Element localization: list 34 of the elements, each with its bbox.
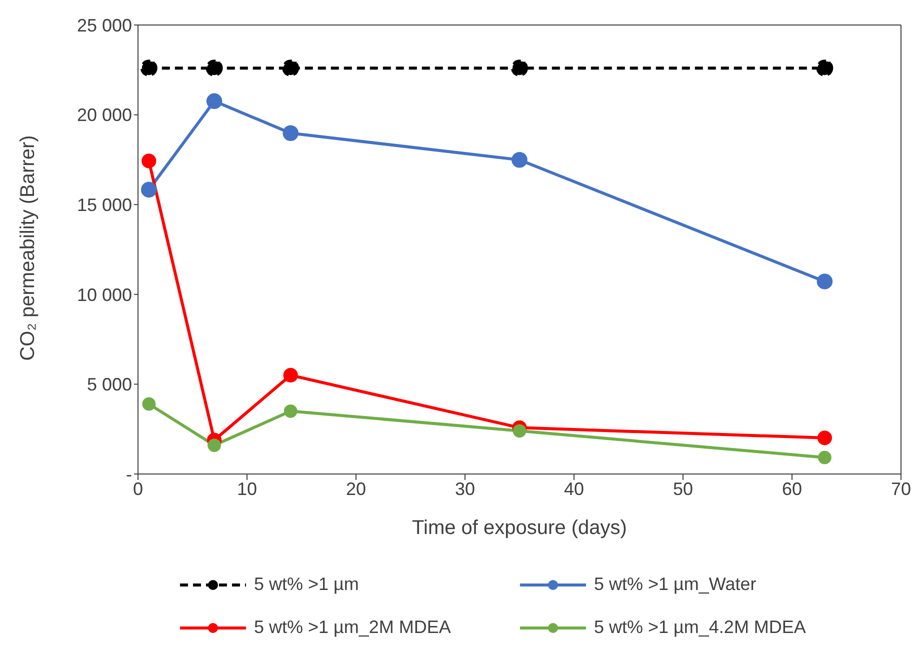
y-axis-title: CO₂ permeability (Barrer) — [17, 135, 39, 361]
x-tick-label: 0 — [132, 478, 144, 499]
legend-label: 5 wt% >1 µm_Water — [594, 574, 756, 595]
y-tick-label: 20 000 — [76, 105, 132, 126]
x-tick-label: 40 — [564, 478, 584, 499]
y-tick-label: 15 000 — [76, 194, 132, 215]
point — [283, 368, 298, 383]
point — [818, 450, 832, 464]
point — [282, 125, 298, 142]
point — [511, 60, 528, 77]
point — [142, 397, 156, 411]
point — [512, 424, 526, 438]
point — [284, 404, 298, 418]
x-tick-label: 20 — [346, 478, 366, 499]
x-tick-label: 10 — [236, 478, 258, 499]
point — [817, 430, 832, 446]
legend-label: 5 wt% >1 µm_2M MDEA — [254, 617, 451, 638]
point — [512, 152, 528, 168]
point — [816, 274, 833, 290]
y-tick-label: 10 000 — [76, 284, 132, 305]
x-tick-label: 70 — [890, 478, 912, 499]
legend-label: 5 wt% >1 µm — [254, 574, 359, 595]
y-tick-label: 5 000 — [86, 374, 132, 395]
point — [142, 154, 156, 168]
point — [208, 438, 221, 452]
x-tick-label: 60 — [782, 478, 802, 499]
x-tick-label: 50 — [672, 478, 694, 499]
legend-label: 5 wt% >1 µm_4.2M MDEA — [594, 617, 806, 638]
point — [206, 93, 222, 110]
x-tick-label: 30 — [454, 478, 476, 499]
x-axis-title: Time of exposure (days) — [412, 517, 627, 539]
y-tick-label: 25 000 — [76, 15, 132, 36]
point — [141, 182, 157, 198]
y-tick-label: - — [126, 464, 132, 484]
